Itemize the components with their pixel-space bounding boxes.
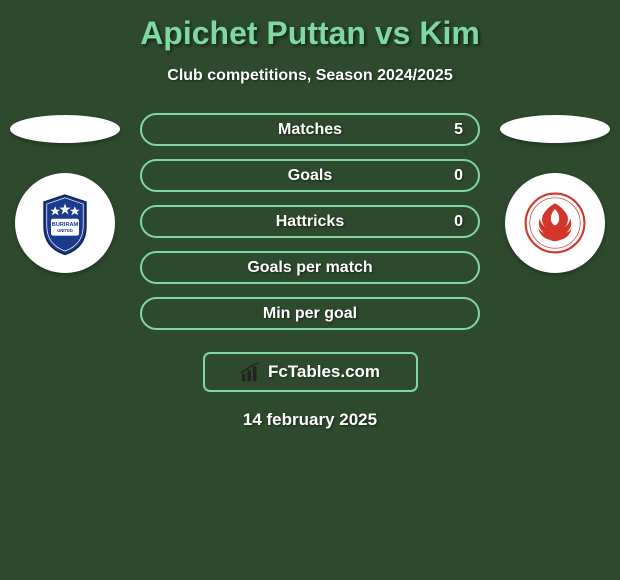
date-text: 14 february 2025 xyxy=(0,410,620,430)
stat-right: 5 xyxy=(454,121,463,139)
player-oval-left xyxy=(10,115,120,143)
stat-row-hattricks: Hattricks 0 xyxy=(140,205,480,238)
phoenix-badge-icon xyxy=(520,188,590,258)
player-oval-right xyxy=(500,115,610,143)
stats-column: Matches 5 Goals 0 Hattricks 0 Goals per … xyxy=(140,110,480,330)
stat-row-matches: Matches 5 xyxy=(140,113,480,146)
stat-right: 0 xyxy=(454,167,463,185)
stat-label: Min per goal xyxy=(263,305,357,323)
page-title: Apichet Puttan vs Kim xyxy=(0,15,620,52)
mid-row: BURIRAM UNITED Matches 5 Goals 0 Hattric… xyxy=(0,110,620,330)
stat-label: Goals xyxy=(288,167,332,185)
stat-label: Hattricks xyxy=(276,213,344,231)
stat-label: Goals per match xyxy=(247,259,372,277)
root: Apichet Puttan vs Kim Club competitions,… xyxy=(0,0,620,440)
buriram-badge-icon: BURIRAM UNITED xyxy=(30,188,100,258)
stat-label: Matches xyxy=(278,121,342,139)
right-club-badge xyxy=(505,173,605,273)
left-club-badge: BURIRAM UNITED xyxy=(15,173,115,273)
bar-chart-icon xyxy=(240,361,262,383)
branding-text: FcTables.com xyxy=(268,362,380,382)
stat-row-mpg: Min per goal xyxy=(140,297,480,330)
svg-text:UNITED: UNITED xyxy=(57,228,73,233)
left-side: BURIRAM UNITED xyxy=(10,110,120,273)
stat-row-gpm: Goals per match xyxy=(140,251,480,284)
stat-row-goals: Goals 0 xyxy=(140,159,480,192)
right-side xyxy=(500,110,610,273)
stat-right: 0 xyxy=(454,213,463,231)
subtitle: Club competitions, Season 2024/2025 xyxy=(0,67,620,85)
svg-text:BURIRAM: BURIRAM xyxy=(52,222,79,228)
branding-box[interactable]: FcTables.com xyxy=(203,352,418,392)
